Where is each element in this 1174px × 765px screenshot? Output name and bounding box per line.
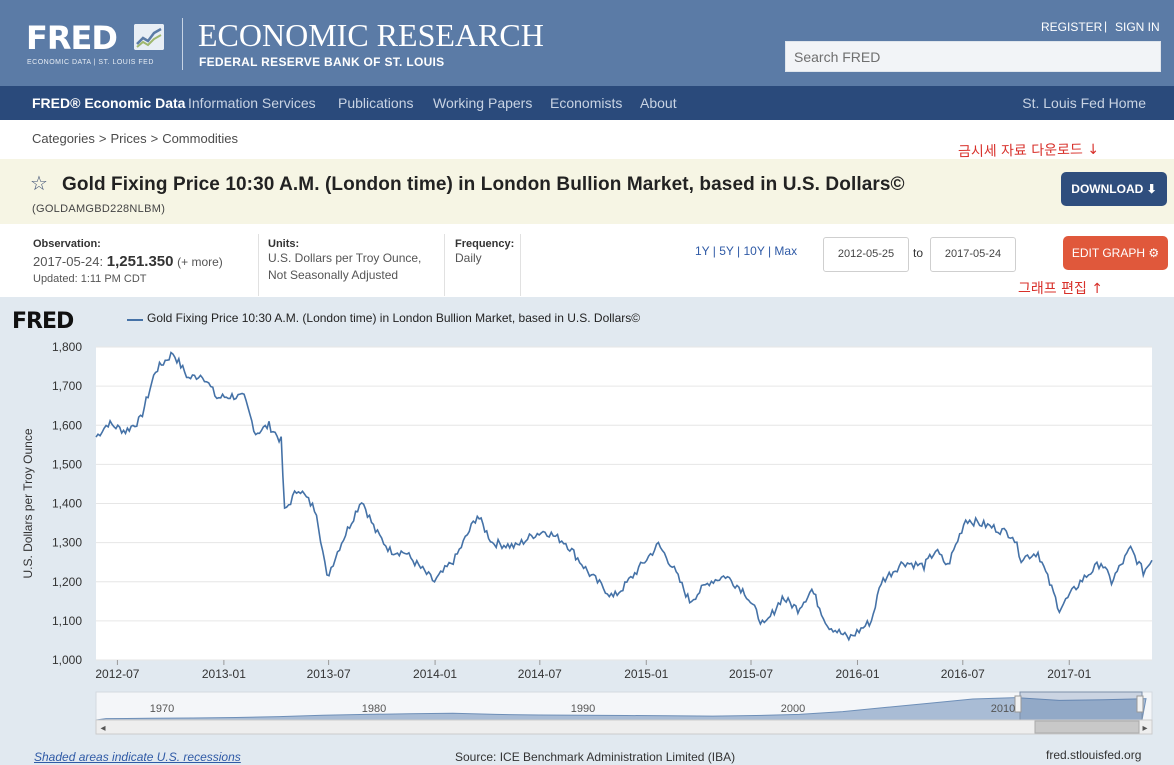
edit-annotation: 그래프 편집 ↑ bbox=[1018, 281, 1104, 297]
y-tick-label: 1,200 bbox=[52, 575, 82, 589]
navigator-selection[interactable] bbox=[1019, 691, 1143, 721]
download-button-label: DOWNLOAD bbox=[1071, 182, 1144, 196]
breadcrumb-prices[interactable]: Prices bbox=[110, 131, 147, 146]
series-title: Gold Fixing Price 10:30 A.M. (London tim… bbox=[62, 174, 905, 195]
source-note: Source: ICE Benchmark Administration Lim… bbox=[455, 750, 736, 764]
nav-item-information-services[interactable]: Information Services bbox=[188, 95, 316, 111]
header-divider bbox=[182, 18, 183, 70]
x-tick-label: 2016-01 bbox=[835, 667, 879, 681]
meta-divider bbox=[258, 234, 259, 296]
star-icon[interactable]: ☆ bbox=[30, 173, 48, 195]
breadcrumb-commodities[interactable]: Commodities bbox=[162, 131, 239, 146]
x-tick-label: 2012-07 bbox=[95, 667, 139, 681]
register-link[interactable]: REGISTER bbox=[1041, 20, 1103, 34]
edit-graph-button[interactable]: EDIT GRAPH ⚙ bbox=[1063, 236, 1168, 270]
x-tick-label: 2013-07 bbox=[307, 667, 351, 681]
logo-chart-icon bbox=[134, 24, 164, 50]
end-date-input[interactable]: 2017-05-24 bbox=[930, 237, 1016, 272]
y-tick-label: 1,600 bbox=[52, 418, 82, 432]
breadcrumb-categories[interactable]: Categories bbox=[32, 131, 95, 146]
series-id: (GOLDAMGBD228NLBM) bbox=[32, 203, 166, 215]
x-tick-label: 2015-01 bbox=[624, 667, 668, 681]
to-label: to bbox=[913, 246, 924, 260]
scroll-left-icon: ◂ bbox=[100, 723, 105, 734]
y-tick-label: 1,500 bbox=[52, 457, 82, 471]
breadcrumb-separator: > bbox=[150, 131, 159, 146]
meta-divider bbox=[444, 234, 445, 296]
gear-icon: ⚙ bbox=[1148, 246, 1160, 260]
chart-container: 1,000 1,100 1,200 1,300 1,400 1,500 1,600 1,700… bbox=[0, 297, 1174, 765]
y-tick-label: 1,100 bbox=[52, 614, 82, 628]
series-line-gold-price[interactable] bbox=[95, 351, 1153, 642]
legend-swatch bbox=[127, 319, 143, 321]
navigator-year-label: 2010 bbox=[991, 703, 1015, 715]
header-separator: | bbox=[1104, 19, 1108, 33]
breadcrumb: Categories > Prices > Commodities bbox=[32, 131, 238, 146]
navigator-year-label: 1970 bbox=[150, 703, 174, 715]
nav-item-publications[interactable]: Publications bbox=[338, 95, 414, 111]
units-label: Units: bbox=[268, 238, 300, 250]
x-tick-label: 2016-07 bbox=[941, 667, 985, 681]
navigator-year-label: 1990 bbox=[571, 703, 595, 715]
date-range-links[interactable]: 1Y | 5Y | 10Y | Max bbox=[695, 244, 798, 258]
nav-item-economists[interactable]: Economists bbox=[550, 95, 623, 111]
start-date-input[interactable]: 2012-05-25 bbox=[823, 237, 909, 272]
site-note[interactable]: fred.stlouisfed.org bbox=[1046, 748, 1142, 762]
updated-time: Updated: 1:11 PM CDT bbox=[33, 273, 147, 285]
recession-note[interactable]: Shaded areas indicate U.S. recessions bbox=[34, 750, 241, 764]
breadcrumb-separator: > bbox=[98, 131, 107, 146]
nav-st-louis-fed-home[interactable]: St. Louis Fed Home bbox=[1022, 95, 1146, 111]
chart-svg[interactable]: 1,000 1,100 1,200 1,300 1,400 1,500 1,600 1,700… bbox=[0, 297, 1174, 765]
nav-item-working-papers[interactable]: Working Papers bbox=[433, 95, 533, 111]
navigator-year-label: 2000 bbox=[781, 703, 805, 715]
navigator-handle-right[interactable] bbox=[1136, 695, 1144, 713]
x-tick-label: 2013-01 bbox=[202, 667, 246, 681]
observation-label: Observation: bbox=[33, 238, 101, 250]
units-line-1: U.S. Dollars per Troy Ounce, bbox=[268, 251, 422, 265]
meta-divider bbox=[520, 234, 521, 296]
main-nav: FRED® Economic Data Information Services… bbox=[0, 86, 1174, 120]
download-annotation: 금시세 자료 다운로드 ↓ bbox=[957, 141, 1100, 161]
observation-value: 1,251.350 bbox=[106, 253, 174, 270]
x-tick-label: 2014-01 bbox=[413, 667, 457, 681]
navigator-handle-left[interactable] bbox=[1014, 695, 1022, 713]
logo-subtitle: ECONOMIC DATA | ST. LOUIS FED bbox=[27, 59, 154, 66]
nav-fred-economic-data[interactable]: FRED® Economic Data bbox=[32, 95, 186, 111]
search-input[interactable] bbox=[785, 41, 1161, 72]
x-tick-label: 2014-07 bbox=[518, 667, 562, 681]
navigator-scrollbar[interactable] bbox=[95, 719, 1153, 735]
nav-item-about[interactable]: About bbox=[640, 95, 677, 111]
navigator-scrollbar-thumb[interactable] bbox=[1034, 720, 1140, 734]
edit-graph-label: EDIT GRAPH bbox=[1071, 246, 1145, 260]
header-title[interactable]: ECONOMIC RESEARCH bbox=[198, 17, 544, 53]
frequency-label: Frequency: bbox=[455, 238, 515, 250]
navigator-series bbox=[95, 697, 1147, 721]
y-tick-label: 1,700 bbox=[52, 379, 82, 393]
y-tick-label: 1,800 bbox=[52, 340, 82, 354]
header-subtitle: FEDERAL RESERVE BANK OF ST. LOUIS bbox=[199, 55, 445, 69]
observation-more-link[interactable]: (+ more) bbox=[177, 255, 223, 269]
scroll-right-icon: ▸ bbox=[1142, 723, 1147, 734]
units-line-2: Not Seasonally Adjusted bbox=[268, 268, 399, 282]
chart-legend: Gold Fixing Price 10:30 A.M. (London tim… bbox=[147, 311, 641, 325]
observation-value-row: 2017-05-24: 1,251.350 (+ more) bbox=[33, 253, 223, 270]
y-tick-label: 1,300 bbox=[52, 536, 82, 550]
observation-date: 2017-05-24: bbox=[33, 254, 104, 269]
fred-logo[interactable]: FRED bbox=[26, 19, 118, 57]
navigator-year-label: 1980 bbox=[362, 703, 386, 715]
chart-fred-logo: FRED bbox=[12, 309, 74, 334]
series-title-band: ☆ Gold Fixing Price 10:30 A.M. (London t… bbox=[0, 159, 1174, 224]
y-axis-label: U.S. Dollars per Troy Ounce bbox=[21, 428, 35, 578]
x-tick-label: 2015-07 bbox=[729, 667, 773, 681]
y-tick-label: 1,400 bbox=[52, 497, 82, 511]
download-button[interactable]: DOWNLOAD ⬇ bbox=[1061, 172, 1167, 206]
x-tick-label: 2017-01 bbox=[1047, 667, 1091, 681]
sign-in-link[interactable]: SIGN IN bbox=[1115, 20, 1160, 34]
site-header: FRED ECONOMIC DATA | ST. LOUIS FED ECONO… bbox=[0, 0, 1174, 86]
y-tick-label: 1,000 bbox=[52, 653, 82, 667]
frequency-value: Daily bbox=[455, 251, 482, 265]
download-icon: ⬇ bbox=[1146, 182, 1157, 196]
